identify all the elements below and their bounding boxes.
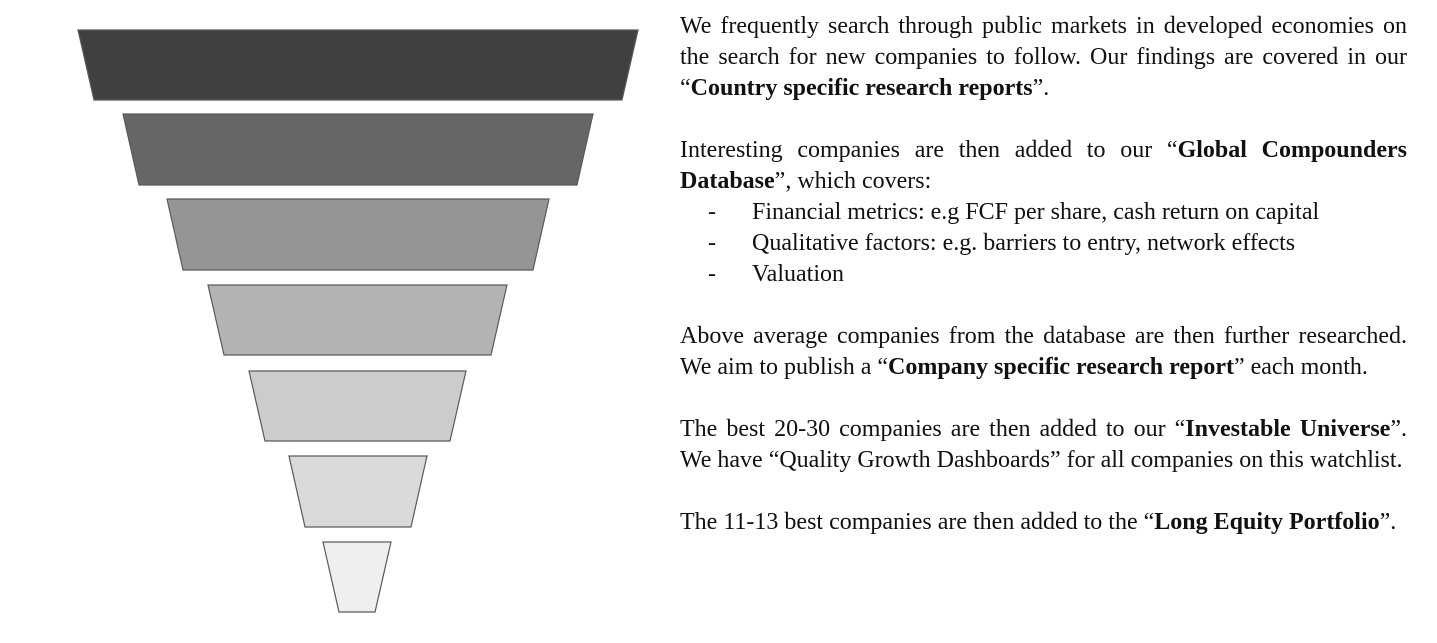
funnel-level-1 [77,29,639,101]
database-bullet-list: - Financial metrics: e.g FCF per share, c… [680,197,1407,290]
paragraph-country-research: We frequently search through public mark… [680,13,1407,101]
paragraph-database: Interesting companies are then added to … [680,137,1407,194]
long-equity-term: Long Equity Portfolio [1154,509,1380,535]
funnel-level-5 [248,370,467,442]
paragraph-company-research: Above average companies from the databas… [680,323,1407,380]
funnel-diagram [77,29,639,613]
database-term: Global Compounders Database [680,137,1407,194]
paragraph-long-equity: The 11-13 best companies are then added … [680,509,1397,535]
funnel-level-4 [207,284,508,356]
country-reports-term: Country specific research reports [690,75,1033,101]
bullet-valuation: - Valuation [708,261,844,287]
funnel-level-2 [122,113,594,186]
bullet-qualitative-factors: - Qualitative factors: e.g. barriers to e… [708,230,1296,256]
funnel-level-6 [288,455,428,528]
description-text: We frequently search through public mark… [680,11,1407,538]
funnel-level-7 [322,541,392,613]
bullet-financial-metrics: - Financial metrics: e.g FCF per share, c… [708,199,1320,225]
company-report-term: Company specific research report [888,354,1234,380]
investable-universe-term: Investable Universe [1185,416,1391,442]
funnel-level-3 [166,198,550,271]
paragraph-investable-universe: The best 20-30 companies are then added … [680,416,1407,473]
